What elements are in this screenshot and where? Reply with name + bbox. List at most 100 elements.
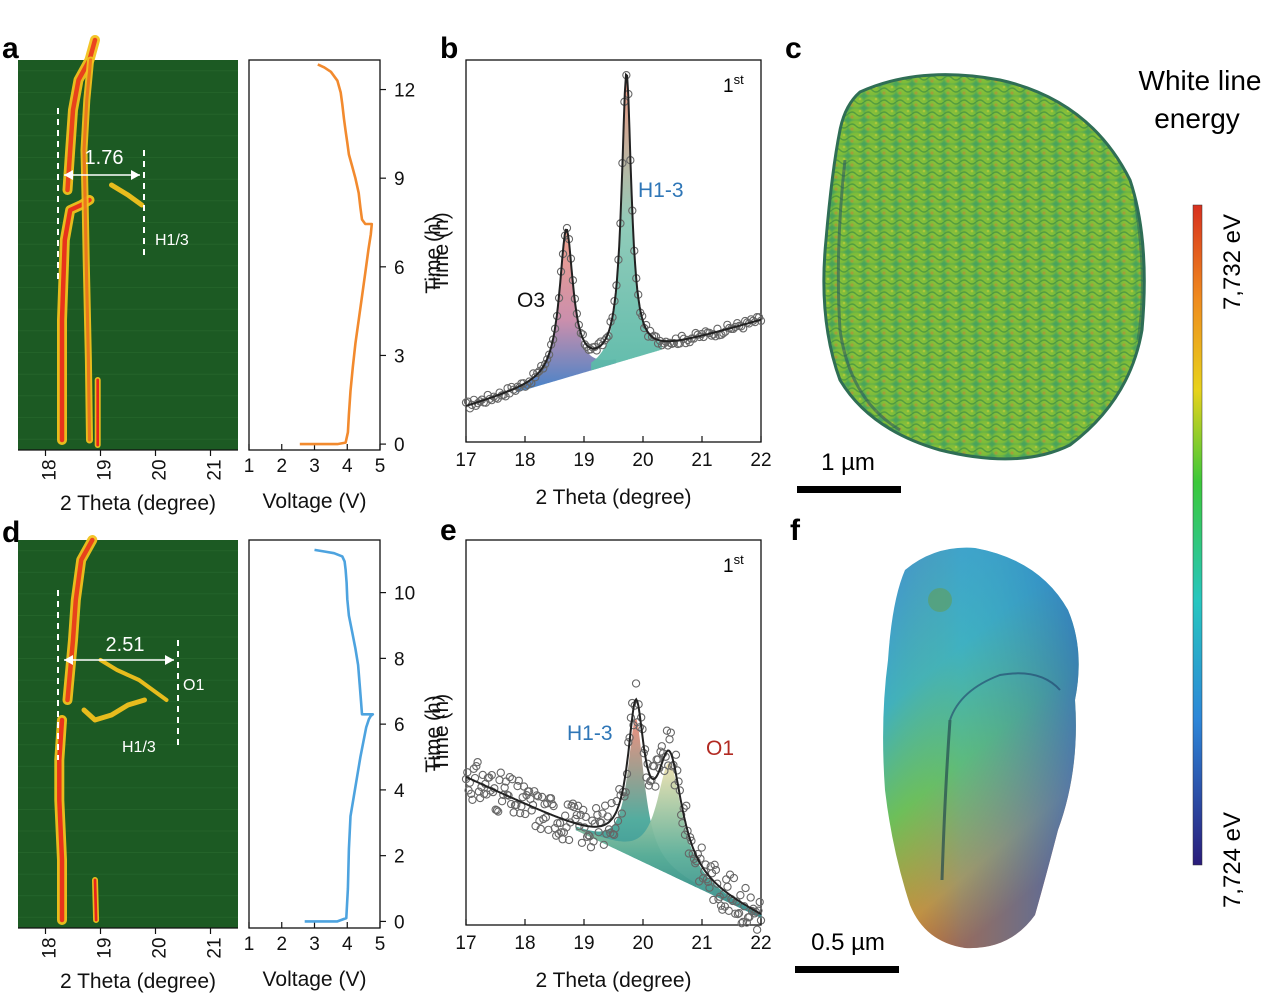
fit-data-point bbox=[707, 331, 716, 340]
map-ridge-red bbox=[82, 58, 93, 442]
fit-data-point bbox=[669, 338, 679, 348]
fit-data-point bbox=[598, 340, 607, 350]
fit-x-tick-label: 19 bbox=[573, 450, 594, 471]
fit-data-point bbox=[541, 813, 551, 822]
map-a-phase-label: H1/3 bbox=[155, 232, 189, 249]
map-background bbox=[18, 60, 238, 450]
voltage-x-tick-label: 4 bbox=[342, 456, 353, 477]
voltage-y-tick-label: 6 bbox=[394, 715, 405, 736]
fit-data-point bbox=[496, 768, 505, 777]
fit-envelope bbox=[465, 72, 762, 407]
fit-data-point bbox=[607, 798, 616, 808]
fit-x-tick-label: 19 bbox=[573, 933, 594, 954]
voltage-y-tick-label: 0 bbox=[394, 912, 405, 933]
fit-data-point bbox=[631, 679, 641, 688]
fit-data-point bbox=[671, 750, 681, 759]
map-d-phase-upper-label: O1 bbox=[183, 677, 204, 694]
voltage-x-tick-label: 5 bbox=[375, 456, 386, 477]
fit-data-point bbox=[525, 377, 534, 386]
fit-data-point bbox=[667, 762, 677, 771]
fit-frame bbox=[465, 539, 762, 926]
voltage-y-tick-label: 8 bbox=[394, 649, 405, 670]
voltage-x-tick-label: 5 bbox=[375, 934, 386, 955]
fit-e-label-h13: H1-3 bbox=[567, 722, 613, 745]
voltage-y-tick-label: 10 bbox=[394, 584, 415, 605]
fit-data-point bbox=[734, 909, 744, 918]
fit-data-point bbox=[665, 735, 674, 744]
map-a-distance-label: 1.76 bbox=[85, 147, 124, 169]
panel-e-peak-fit: 17 18 19 20 21 22 2 Theta (degree) Time (h) 1st H… bbox=[430, 539, 772, 992]
fit-x-tick-label: 20 bbox=[632, 450, 653, 471]
fit-data-point bbox=[500, 783, 509, 792]
fit-data-point bbox=[559, 828, 569, 837]
fit-data-point bbox=[729, 873, 739, 883]
panel-a-voltage-profile: 1 2 3 4 50 3 6 9 12 Voltage (V) Time (h) bbox=[244, 59, 445, 513]
fit-data-point bbox=[738, 917, 748, 927]
voltage-y-tick-label: 3 bbox=[394, 346, 405, 367]
fit-data-point bbox=[505, 772, 514, 782]
map-x-tick-label: 21 bbox=[205, 459, 226, 480]
panel-label-f: f bbox=[790, 514, 801, 547]
fit-e-label-o1: O1 bbox=[706, 737, 734, 760]
colorbar-title-line2: energy bbox=[1154, 103, 1240, 134]
voltage-y-axis-label: Time (h) bbox=[422, 695, 445, 772]
fit-data-point bbox=[576, 810, 585, 820]
fit-data-point bbox=[585, 832, 594, 841]
fit-data-point bbox=[463, 768, 472, 777]
fit-data-point bbox=[474, 787, 484, 796]
fit-data-point bbox=[514, 776, 523, 785]
fit-data-point bbox=[594, 828, 603, 837]
fit-data-point bbox=[741, 883, 750, 893]
panel-b-peak-fit: 17 18 19 20 21 22 2 Theta (degree) Time (h) 1st O… bbox=[430, 59, 772, 509]
map-x-tick-label: 19 bbox=[95, 937, 116, 958]
panel-label-e: e bbox=[440, 514, 457, 547]
voltage-y-tick-label: 4 bbox=[394, 781, 405, 802]
colorbar: White line energy 7,732 eV 7,724 eV bbox=[1139, 65, 1262, 908]
voltage-x-axis-label: Voltage (V) bbox=[263, 968, 367, 991]
map-a-arrow-heads bbox=[64, 170, 140, 180]
map-ridge-yellow bbox=[98, 658, 169, 702]
voltage-x-axis-label: Voltage (V) bbox=[263, 490, 367, 513]
fit-data-point bbox=[555, 818, 565, 828]
map-ridge-red bbox=[59, 197, 92, 443]
fit-data-point bbox=[723, 882, 732, 891]
fit-data-point bbox=[494, 807, 503, 816]
colorbar-max-label: 7,732 eV bbox=[1219, 214, 1246, 310]
fit-x-tick-label: 18 bbox=[514, 933, 535, 954]
voltage-x-tick-label: 3 bbox=[309, 456, 320, 477]
fit-data-point bbox=[531, 373, 540, 382]
fit-data-point bbox=[541, 359, 550, 369]
fit-cycle-label: 1st bbox=[723, 552, 744, 577]
fit-data-point bbox=[653, 755, 663, 764]
fit-data-point bbox=[577, 838, 587, 848]
fit-x-tick-label: 22 bbox=[750, 933, 771, 954]
voltage-curve bbox=[304, 548, 375, 923]
fit-data-point bbox=[733, 909, 742, 919]
fit-data-point bbox=[722, 875, 731, 884]
fit-data-point bbox=[553, 819, 562, 828]
fit-y-axis-label: Time (h) bbox=[430, 694, 453, 771]
map-ridge-red bbox=[57, 717, 65, 923]
fit-frame bbox=[465, 59, 762, 443]
voltage-x-tick-label: 2 bbox=[276, 456, 287, 477]
fit-data-point bbox=[731, 909, 740, 918]
fit-data-point bbox=[603, 812, 612, 821]
map-x-axis-label: 2 Theta (degree) bbox=[60, 492, 216, 515]
fit-data-point bbox=[628, 698, 637, 708]
fit-data-point bbox=[521, 809, 530, 819]
fit-data-point bbox=[536, 824, 545, 834]
panel-label-c: c bbox=[785, 32, 802, 65]
map-x-tick-label: 21 bbox=[205, 937, 226, 958]
fit-data-point bbox=[468, 795, 477, 804]
fit-data-point bbox=[530, 787, 539, 796]
scale-bar-c-label: 1 µm bbox=[821, 449, 875, 476]
fit-data-point bbox=[704, 877, 713, 887]
fit-data-point bbox=[755, 897, 764, 907]
voltage-x-tick-label: 4 bbox=[342, 934, 353, 955]
fit-data-point bbox=[589, 837, 598, 846]
particle-c-surface bbox=[822, 73, 1146, 461]
fit-x-tick-label: 21 bbox=[691, 933, 712, 954]
fit-peak-o3 bbox=[516, 231, 616, 393]
fit-data-point bbox=[513, 781, 522, 791]
